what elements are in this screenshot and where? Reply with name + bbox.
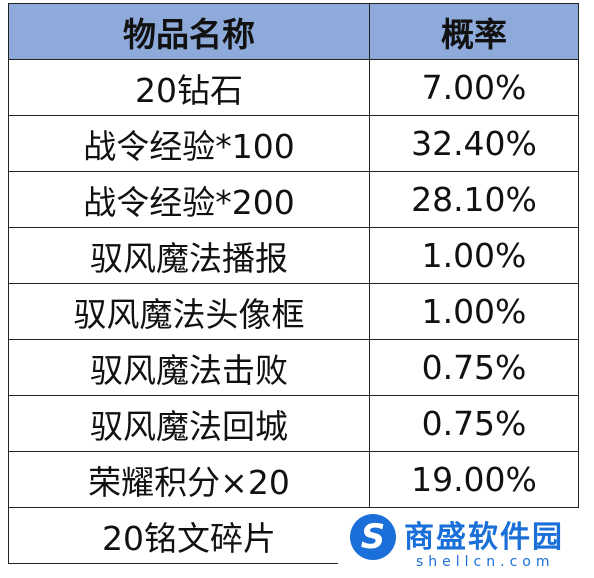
table-cell: 荣耀积分×20 [8,451,370,508]
watermark-logo: S [350,514,396,560]
table-cell: 战令经验*200 [8,171,370,228]
table-cell: 驭风魔法播报 [8,227,370,284]
table-cell: 0.75% [369,395,579,452]
table-row: 驭风魔法回城 0.75% [8,395,579,452]
table-row: 20钻石 7.00% [8,59,579,116]
table-row: 驭风魔法播报 1.00% [8,227,579,284]
watermark: S 商盛软件园 shellcn.com [338,508,594,578]
table-cell: 驭风魔法击败 [8,339,370,396]
header-row: 物品名称 概率 [8,3,579,60]
table-row: 驭风魔法击败 0.75% [8,339,579,396]
table-row: 驭风魔法头像框 1.00% [8,283,579,340]
watermark-url: shellcn.com [416,554,555,570]
probability-table: 物品名称 概率 20钻石 7.00% 战令经验*100 32.40% 战令经验*200 28.… [8,3,579,564]
header-cell: 物品名称 [8,3,370,60]
table-cell: 28.10% [369,171,579,228]
table-cell: 驭风魔法回城 [8,395,370,452]
table-row: 战令经验*200 28.10% [8,171,579,228]
table-cell: 1.00% [369,283,579,340]
table-row: 战令经验*100 32.40% [8,115,579,172]
table-cell: 0.75% [369,339,579,396]
table-cell: 32.40% [369,115,579,172]
table-cell: 7.00% [369,59,579,116]
table-cell: 驭风魔法头像框 [8,283,370,340]
table-cell: 战令经验*100 [8,115,370,172]
table-cell: 20钻石 [8,59,370,116]
table-cell: 20铭文碎片 [8,507,370,564]
watermark-name: 商盛软件园 [404,520,564,555]
table-row: 荣耀积分×20 19.00% [8,451,579,508]
table-cell: 19.00% [369,451,579,508]
table-cell: 1.00% [369,227,579,284]
header-cell: 概率 [369,3,579,60]
